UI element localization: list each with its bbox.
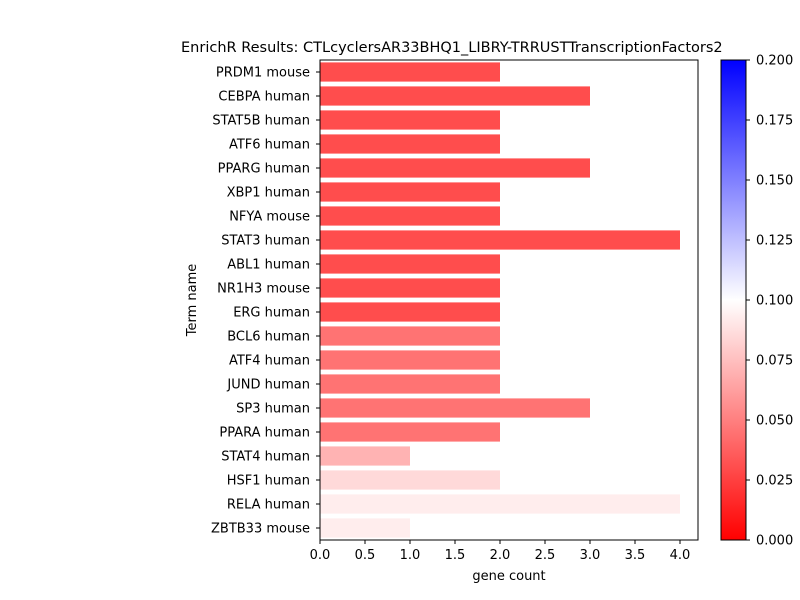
x-tick-label: 2.0 [490, 548, 511, 563]
bar [320, 302, 500, 322]
x-tick-label: 4.0 [670, 548, 691, 563]
category-label: NFYA mouse [229, 210, 310, 225]
category-label: HSF1 human [227, 474, 310, 489]
bar [320, 398, 590, 418]
colorbar-tick-label: 0.200 [756, 54, 793, 69]
category-label: NR1H3 mouse [217, 282, 310, 297]
colorbar-tick-label: 0.150 [756, 174, 793, 189]
category-labels: PRDM1 mouse CEBPA human STAT5B human ATF6 h… [211, 66, 320, 537]
x-axis-ticks: 0.0 0.5 1.0 1.5 2.0 2.5 3.0 3.5 4.0 [310, 540, 691, 563]
bar [320, 62, 500, 82]
category-label: JUND human [226, 378, 310, 393]
bar [320, 350, 500, 370]
x-tick-label: 1.5 [445, 548, 466, 563]
bar [320, 134, 500, 154]
x-tick-label: 0.0 [310, 548, 331, 563]
colorbar-tick-label: 0.100 [756, 294, 793, 309]
category-label: SP3 human [236, 402, 310, 417]
chart-title: EnrichR Results: CTLcyclersAR33BHQ1_LIBR… [181, 40, 723, 56]
x-tick-label: 1.0 [400, 548, 421, 563]
bar [320, 470, 500, 490]
category-label: BCL6 human [227, 330, 310, 345]
x-tick-label: 0.5 [355, 548, 376, 563]
y-axis-label: Term name [185, 264, 200, 338]
colorbar-tick-label: 0.025 [756, 474, 793, 489]
bar [320, 158, 590, 178]
category-label: ATF6 human [229, 138, 310, 153]
bar [320, 254, 500, 274]
colorbar-tick-label: 0.075 [756, 354, 793, 369]
category-label: PRDM1 mouse [216, 66, 310, 81]
colorbar-tick-label: 0.175 [756, 114, 793, 129]
bar [320, 326, 500, 346]
category-label: PPARA human [219, 426, 310, 441]
category-label: RELA human [227, 498, 310, 513]
colorbar-tick-label: 0.125 [756, 234, 793, 249]
bar [320, 374, 500, 394]
category-label: ZBTB33 mouse [211, 522, 310, 537]
x-tick-label: 2.5 [535, 548, 556, 563]
category-label: CEBPA human [218, 90, 310, 105]
colorbar [720, 59, 747, 541]
category-label: STAT5B human [212, 114, 310, 129]
bar [320, 422, 500, 442]
colorbar-ticks: 0.000 0.025 0.050 0.075 0.100 0.125 0.150 0.175… [746, 54, 793, 549]
x-tick-label: 3.0 [580, 548, 601, 563]
bar [320, 206, 500, 226]
colorbar-tick-label: 0.050 [756, 414, 793, 429]
x-tick-label: 3.5 [625, 548, 646, 563]
bar [320, 278, 500, 298]
category-label: STAT4 human [221, 450, 310, 465]
bar [320, 494, 680, 514]
plot-frame [319, 59, 699, 541]
bar [320, 518, 410, 538]
category-label: ATF4 human [229, 354, 310, 369]
bar [320, 86, 590, 106]
bar [320, 446, 410, 466]
category-label: ERG human [233, 306, 310, 321]
bars-group [320, 62, 680, 538]
bar [320, 230, 680, 250]
bar [320, 182, 500, 202]
category-label: ABL1 human [227, 258, 310, 273]
bar [320, 110, 500, 130]
category-label: PPARG human [218, 162, 310, 177]
category-label: STAT3 human [221, 234, 310, 249]
colorbar-tick-label: 0.000 [756, 534, 793, 549]
category-label: XBP1 human [227, 186, 310, 201]
x-axis-label: gene count [472, 569, 545, 584]
